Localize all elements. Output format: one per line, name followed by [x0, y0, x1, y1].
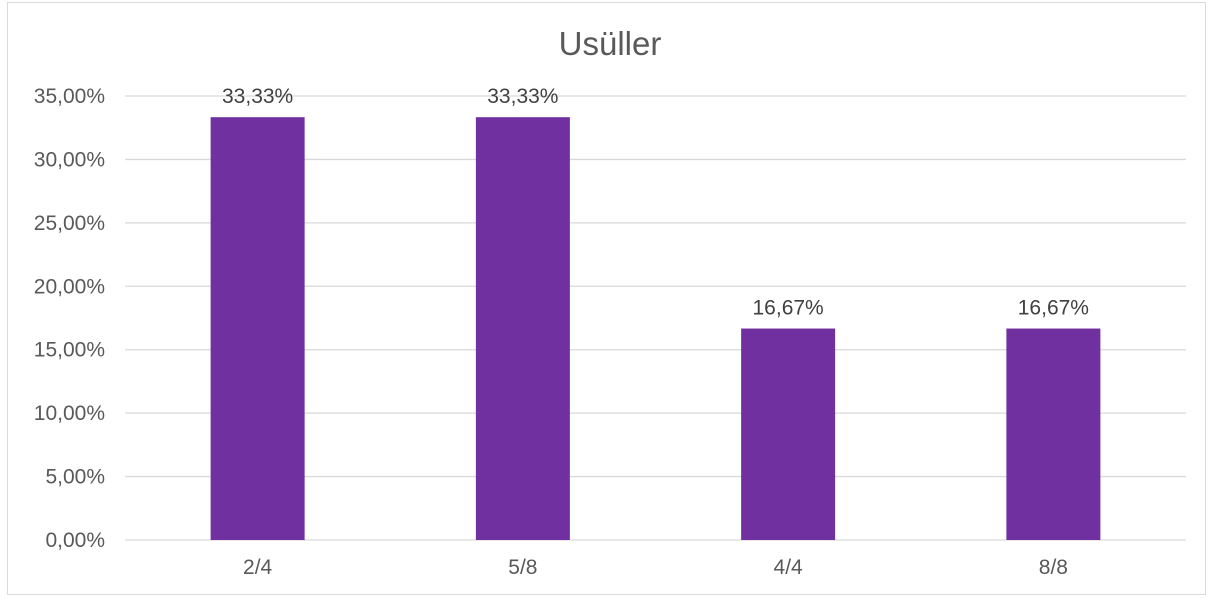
- y-tick-label: 0,00%: [45, 529, 105, 552]
- bars: [210, 117, 1101, 540]
- data-label: 16,67%: [753, 297, 824, 320]
- y-tick-label: 35,00%: [34, 85, 105, 108]
- bar: [1006, 328, 1101, 540]
- y-tick-label: 5,00%: [45, 466, 105, 489]
- y-tick-label: 25,00%: [34, 212, 105, 235]
- x-axis-tick-labels: 2/4 5/8 4/4 8/8: [243, 556, 1068, 579]
- chart-title: Usüller: [559, 25, 662, 62]
- y-tick-label: 10,00%: [34, 402, 105, 425]
- x-tick-label: 2/4: [243, 556, 273, 579]
- data-label: 33,33%: [487, 85, 558, 108]
- data-labels: 33,33% 33,33% 16,67% 16,67%: [222, 85, 1089, 319]
- data-label: 16,67%: [1018, 297, 1089, 320]
- bar: [210, 117, 305, 540]
- bar: [741, 328, 836, 540]
- y-tick-label: 30,00%: [34, 148, 105, 171]
- data-label: 33,33%: [222, 85, 293, 108]
- x-tick-label: 5/8: [508, 556, 537, 579]
- y-tick-label: 15,00%: [34, 339, 105, 362]
- y-axis-tick-labels: 0,00% 5,00% 10,00% 15,00% 20,00% 25,00% 30,00%…: [34, 85, 105, 552]
- chart-frame: [7, 2, 1206, 595]
- x-tick-label: 8/8: [1039, 556, 1068, 579]
- y-tick-label: 20,00%: [34, 275, 105, 298]
- bar: [475, 117, 570, 540]
- x-tick-label: 4/4: [774, 556, 804, 579]
